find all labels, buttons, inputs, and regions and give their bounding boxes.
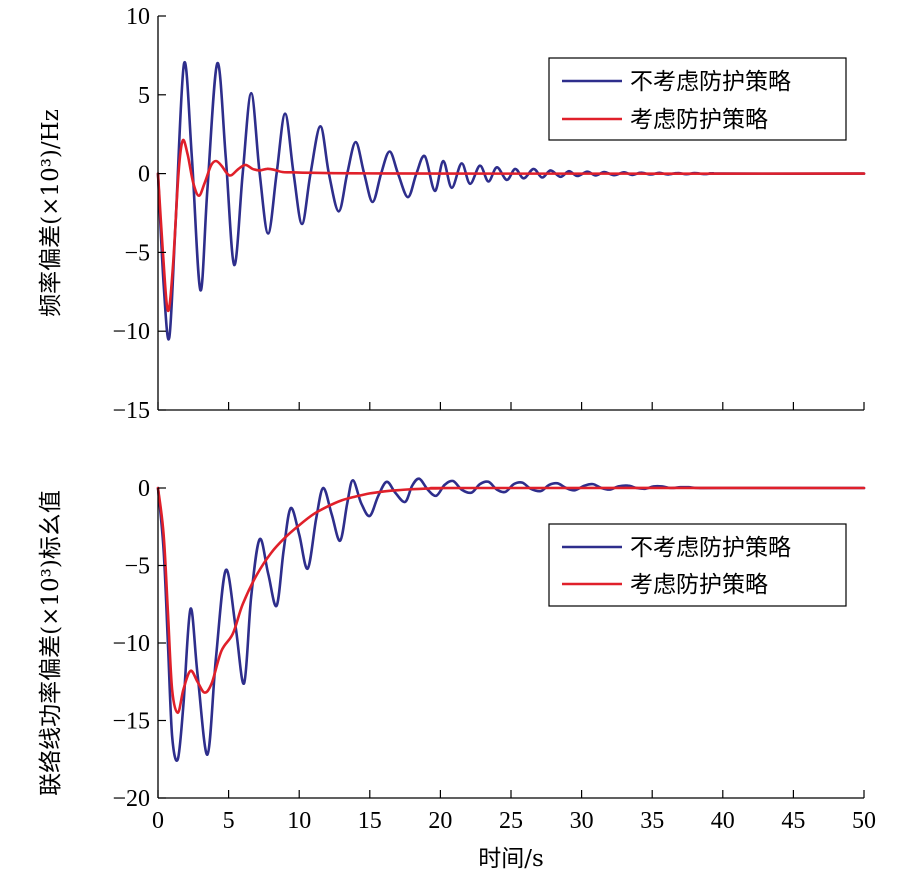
bottom-x-tick-label: 40: [711, 808, 735, 834]
bottom-series-group: [156, 477, 866, 762]
top-y-axis-ticks: −15 −10 −5 0 5 10: [112, 4, 166, 424]
bottom-y-tick-label: −10: [112, 631, 150, 657]
top-y-tick-label: −5: [124, 240, 150, 266]
top-y-tick-label: −10: [112, 319, 150, 345]
top-series-protection-line: [156, 138, 866, 313]
bottom-y-tick-label: −5: [124, 554, 150, 580]
top-legend-label-protection: 考虑防护策略: [630, 107, 768, 133]
top-legend-box: [548, 57, 847, 141]
bottom-x-tick-label: 20: [428, 808, 452, 834]
frequency-deviation-chart: −15 −10 −5 0 5 10 频率偏差(×10³)/Hz 不考虑防护策略 考虑防护策…: [38, 4, 866, 424]
bottom-x-tick-label: 45: [781, 808, 805, 834]
tie-line-power-deviation-chart: −20 −15 −10 −5 0 0 5 10 15 20 25 30 35 40 45 50 联络线功率偏…: [38, 476, 876, 834]
bottom-y-tick-label: −15: [112, 709, 150, 735]
bottom-x-tick-label: 5: [223, 808, 235, 834]
top-x-axis-ticks: [157, 402, 865, 410]
bottom-legend: 不考虑防护策略 考虑防护策略: [548, 523, 847, 607]
bottom-series-protection-line: [156, 486, 866, 715]
bottom-x-tick-label: 30: [570, 808, 594, 834]
bottom-x-tick-label: 50: [852, 808, 876, 834]
top-y-tick-label: 10: [126, 4, 150, 30]
top-legend-label-no-protection: 不考虑防护策略: [630, 69, 791, 95]
top-legend: 不考虑防护策略 考虑防护策略: [548, 57, 847, 141]
bottom-y-axis-label: 联络线功率偏差(×10³)标幺值: [38, 490, 64, 796]
bottom-series-no-protection-line: [156, 477, 866, 762]
top-y-tick-label: 0: [138, 162, 150, 188]
bottom-x-axis-ticks: 0 5 10 15 20 25 30 35 40 45 50: [152, 790, 876, 834]
bottom-y-tick-label: 0: [138, 476, 150, 502]
bottom-x-tick-label: 35: [640, 808, 664, 834]
bottom-x-tick-label: 10: [287, 808, 311, 834]
bottom-x-tick-label: 0: [152, 808, 164, 834]
top-y-axis-label: 频率偏差(×10³)/Hz: [38, 109, 64, 317]
bottom-x-tick-label: 25: [499, 808, 523, 834]
bottom-legend-label-no-protection: 不考虑防护策略: [630, 535, 791, 561]
bottom-y-tick-label: −20: [112, 786, 150, 812]
bottom-y-axis-ticks: −20 −15 −10 −5 0: [112, 476, 166, 812]
top-y-tick-label: −15: [112, 398, 150, 424]
bottom-x-tick-label: 15: [358, 808, 382, 834]
top-series-group: [156, 60, 866, 341]
bottom-legend-label-protection: 考虑防护策略: [630, 572, 768, 598]
bottom-legend-box: [548, 523, 847, 607]
top-y-tick-label: 5: [138, 83, 150, 109]
x-axis-label: 时间/s: [478, 846, 544, 872]
